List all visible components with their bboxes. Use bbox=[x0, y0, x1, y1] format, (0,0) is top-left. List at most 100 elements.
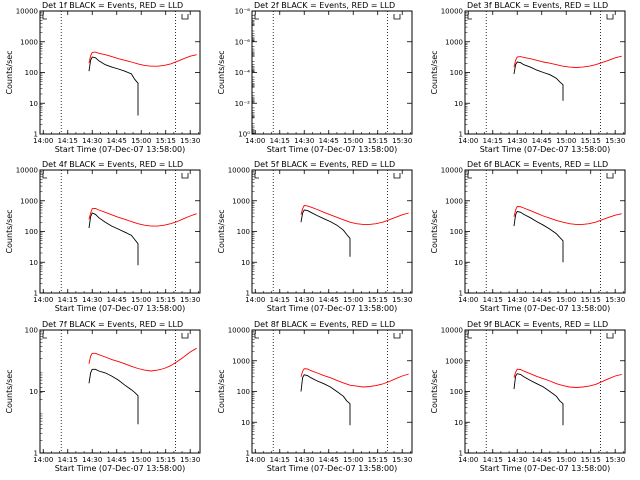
x-tick-label: 14:45 bbox=[319, 137, 339, 145]
y-axis-label: Counts/sec bbox=[217, 50, 226, 94]
x-tick-label: 15:30 bbox=[180, 456, 200, 464]
y-tick-label: 1 bbox=[34, 131, 38, 139]
plot-frame bbox=[251, 329, 413, 454]
y-tick-label: 100 bbox=[450, 228, 463, 236]
plot-frame bbox=[39, 169, 201, 294]
x-tick-label: 14:45 bbox=[107, 456, 127, 464]
y-tick-label: 10⁻⁸ bbox=[235, 8, 251, 16]
y-tick-label: 1000 bbox=[232, 357, 250, 365]
events-series-line bbox=[513, 373, 564, 426]
x-axis-label: Start Time (07-Dec-07 13:58:00) bbox=[267, 464, 398, 473]
x-tick-label: 14:15 bbox=[483, 137, 503, 145]
y-tick-label: 10000 bbox=[441, 8, 463, 16]
x-tick-label: 14:00 bbox=[33, 296, 53, 304]
x-tick-label: 15:30 bbox=[392, 137, 412, 145]
panel-det-9: Det 9f BLACK = Events, RED = LLD 14:00 14:… bbox=[430, 320, 626, 473]
corner-mark-left bbox=[254, 333, 259, 339]
y-tick-label: 100 bbox=[237, 228, 250, 236]
x-tick-label: 14:00 bbox=[245, 296, 265, 304]
y-tick-label: 1000 bbox=[20, 197, 38, 205]
panel-title: Det 8f BLACK = Events, RED = LLD bbox=[254, 320, 395, 329]
lld-series-line bbox=[513, 206, 622, 225]
y-tick-label: 1 bbox=[246, 290, 250, 298]
x-tick-label: 15:30 bbox=[392, 296, 412, 304]
x-tick-label: 15:15 bbox=[581, 137, 601, 145]
y-tick-label: 10000 bbox=[16, 167, 38, 175]
y-tick-label: 100 bbox=[25, 69, 38, 77]
y-axis-label: Counts/sec bbox=[430, 50, 439, 94]
plot-frame bbox=[39, 10, 201, 135]
corner-mark-left bbox=[254, 14, 259, 20]
events-series-line bbox=[513, 210, 564, 263]
corner-mark-right bbox=[606, 173, 614, 179]
corner-mark-right bbox=[393, 173, 401, 179]
y-axis-label: Counts/sec bbox=[5, 50, 14, 94]
y-tick-label: 100 bbox=[450, 388, 463, 396]
y-tick-label: 1 bbox=[459, 131, 463, 139]
x-tick-label: 14:00 bbox=[458, 296, 478, 304]
panel-title: Det 9f BLACK = Events, RED = LLD bbox=[467, 320, 608, 329]
panel-det-3: Det 3f BLACK = Events, RED = LLD 14:00 14:… bbox=[430, 1, 626, 154]
y-tick-label: 1 bbox=[34, 450, 38, 458]
y-tick-label: 1000 bbox=[232, 197, 250, 205]
x-axis-label: Start Time (07-Dec-07 13:58:00) bbox=[55, 145, 186, 154]
panel-det-4: Det 4f BLACK = Events, RED = LLD 14:00 14:… bbox=[5, 160, 201, 313]
x-tick-label: 15:15 bbox=[368, 137, 388, 145]
x-axis-label: Start Time (07-Dec-07 13:58:00) bbox=[267, 304, 398, 313]
x-tick-label: 15:30 bbox=[605, 296, 625, 304]
lld-series-line bbox=[300, 368, 409, 388]
x-tick-label: 15:00 bbox=[556, 137, 576, 145]
y-tick-label: 10 bbox=[454, 259, 463, 267]
x-tick-label: 14:30 bbox=[82, 296, 102, 304]
x-tick-label: 14:30 bbox=[507, 456, 527, 464]
x-tick-label: 15:30 bbox=[605, 137, 625, 145]
x-tick-label: 15:15 bbox=[156, 296, 176, 304]
corner-mark-right bbox=[606, 333, 614, 339]
y-tick-label: 1000 bbox=[445, 38, 463, 46]
x-tick-label: 14:00 bbox=[245, 137, 265, 145]
x-tick-label: 15:15 bbox=[368, 456, 388, 464]
lld-series-line bbox=[88, 51, 197, 67]
panel-title: Det 3f BLACK = Events, RED = LLD bbox=[467, 1, 608, 10]
y-tick-label: 10⁻² bbox=[235, 100, 251, 108]
panel-det-1: Det 1f BLACK = Events, RED = LLD 14:00 14:… bbox=[5, 1, 201, 154]
lld-series-line bbox=[88, 347, 197, 372]
x-tick-label: 15:00 bbox=[131, 137, 151, 145]
panel-title: Det 1f BLACK = Events, RED = LLD bbox=[42, 1, 183, 10]
x-tick-label: 14:45 bbox=[107, 296, 127, 304]
x-tick-label: 14:30 bbox=[294, 296, 314, 304]
y-axis-label: Counts/sec bbox=[430, 209, 439, 253]
x-tick-label: 15:00 bbox=[343, 456, 363, 464]
x-axis-label: Start Time (07-Dec-07 13:58:00) bbox=[55, 464, 186, 473]
panel-det-6: Det 6f BLACK = Events, RED = LLD 14:00 14:… bbox=[430, 160, 626, 313]
y-axis-label: Counts/sec bbox=[5, 369, 14, 413]
y-tick-label: 10 bbox=[454, 100, 463, 108]
plot-frame bbox=[464, 169, 626, 294]
x-tick-label: 14:00 bbox=[33, 137, 53, 145]
x-tick-label: 15:00 bbox=[343, 137, 363, 145]
corner-mark-right bbox=[181, 14, 189, 20]
y-tick-label: 1000 bbox=[445, 357, 463, 365]
y-tick-label: 10 bbox=[241, 259, 250, 267]
panel-det-5: Det 5f BLACK = Events, RED = LLD 14:00 14:… bbox=[217, 160, 413, 313]
x-tick-label: 14:45 bbox=[319, 296, 339, 304]
corner-mark-left bbox=[467, 14, 472, 20]
x-tick-label: 15:30 bbox=[392, 456, 412, 464]
panel-title: Det 5f BLACK = Events, RED = LLD bbox=[254, 160, 395, 169]
x-tick-label: 14:15 bbox=[270, 456, 290, 464]
panel-det-7: Det 7f BLACK = Events, RED = LLD 14:00 14:… bbox=[5, 320, 201, 473]
y-axis-label: Counts/sec bbox=[217, 209, 226, 253]
x-tick-label: 14:45 bbox=[532, 296, 552, 304]
y-axis-label: Counts/sec bbox=[5, 209, 14, 253]
x-axis-label: Start Time (07-Dec-07 13:58:00) bbox=[267, 145, 398, 154]
events-series-line bbox=[88, 368, 139, 425]
corner-mark-right bbox=[181, 173, 189, 179]
events-series-line bbox=[300, 209, 351, 257]
panel-det-2: Det 2f BLACK = Events, RED = LLD 14:00 14:… bbox=[217, 1, 413, 154]
corner-mark-left bbox=[42, 333, 47, 339]
x-tick-label: 14:00 bbox=[458, 456, 478, 464]
y-tick-label: 10 bbox=[29, 100, 38, 108]
x-tick-label: 15:15 bbox=[581, 456, 601, 464]
lld-series-line bbox=[513, 55, 622, 68]
